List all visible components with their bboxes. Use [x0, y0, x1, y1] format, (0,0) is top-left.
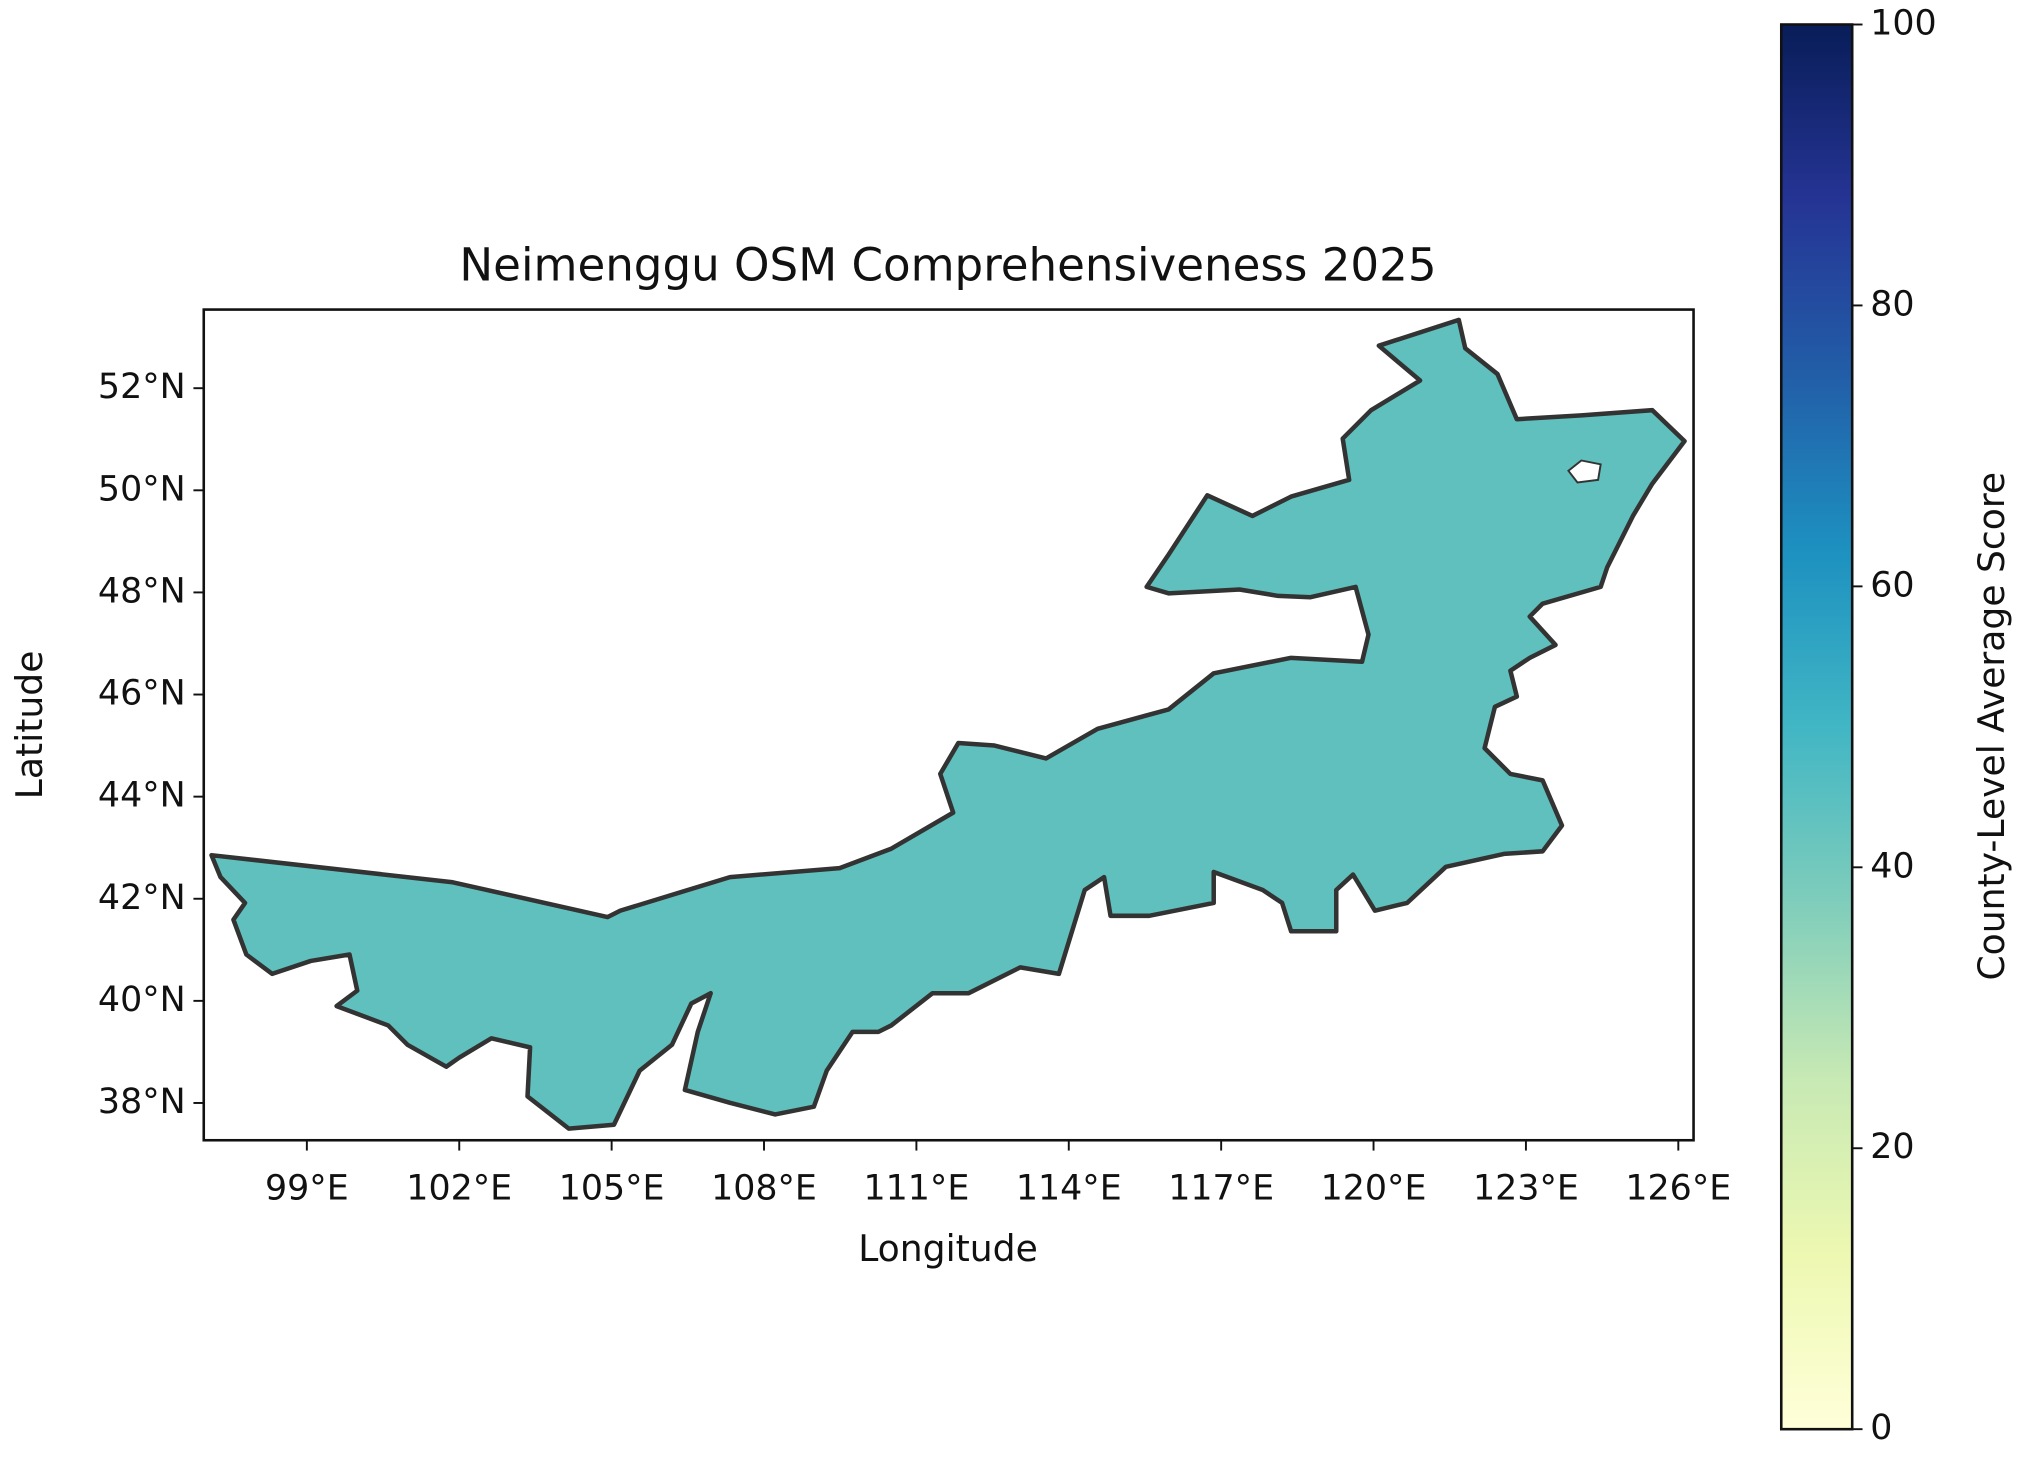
- x-tick-label: 108°E: [711, 1168, 817, 1208]
- y-tick-label: 44°N: [98, 776, 186, 816]
- colorbar-tick-label: 80: [1870, 284, 1914, 324]
- x-tick-label: 102°E: [406, 1168, 512, 1208]
- colorbar-tick-label: 40: [1870, 846, 1914, 886]
- colorbar-tick-label: 100: [1870, 4, 1936, 44]
- colorbar-tick-label: 20: [1870, 1127, 1914, 1167]
- x-tick-label: 120°E: [1321, 1168, 1427, 1208]
- axes-frame: [202, 308, 1695, 1142]
- x-tick-label: 111°E: [863, 1168, 969, 1208]
- y-tick-label: 50°N: [98, 469, 186, 509]
- y-tick-label: 38°N: [98, 1082, 186, 1122]
- x-tick-label: 117°E: [1168, 1168, 1274, 1208]
- map-area: [209, 317, 1687, 1131]
- y-tick-label: 42°N: [98, 878, 186, 918]
- lake-hole: [1567, 459, 1602, 484]
- x-axis-label: Longitude: [858, 1227, 1038, 1270]
- y-tick-label: 40°N: [98, 980, 186, 1020]
- y-tick-label: 52°N: [98, 367, 186, 407]
- colorbar: [1779, 23, 1854, 1431]
- x-tick-label: 105°E: [559, 1168, 665, 1208]
- colorbar-tick-label: 60: [1870, 565, 1914, 605]
- x-tick-label: 123°E: [1473, 1168, 1579, 1208]
- chart-title: Neimenggu OSM Comprehensiveness 2025: [459, 238, 1436, 291]
- x-tick-label: 99°E: [265, 1168, 349, 1208]
- colorbar-tick-label: 0: [1870, 1408, 1892, 1448]
- colorbar-label: County-Level Average Score: [1970, 472, 2013, 981]
- y-tick-label: 48°N: [98, 571, 186, 611]
- x-tick-label: 114°E: [1016, 1168, 1122, 1208]
- region-outline: [209, 317, 1687, 1131]
- y-axis-label: Latitude: [8, 651, 51, 800]
- y-tick-label: 46°N: [98, 674, 186, 714]
- x-tick-label: 126°E: [1625, 1168, 1731, 1208]
